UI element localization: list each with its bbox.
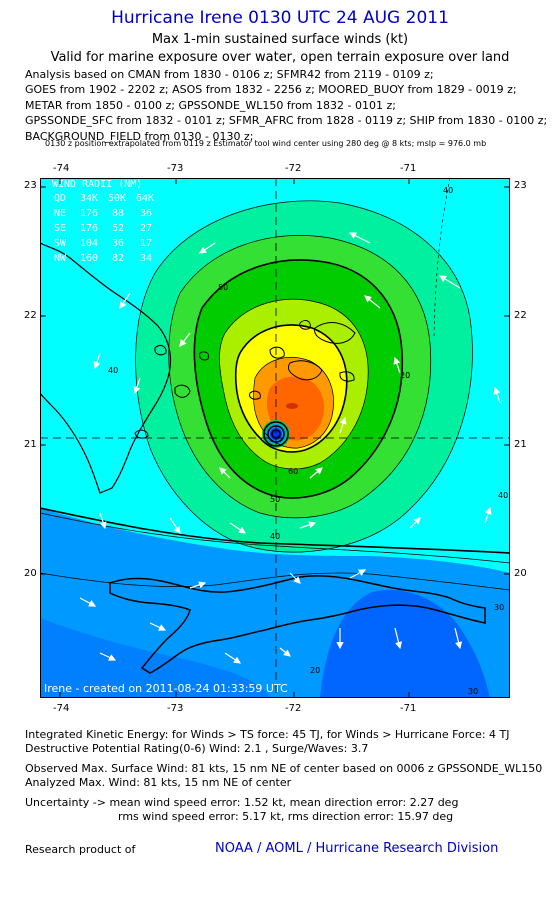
wind-radii-cell: 176	[80, 208, 98, 219]
position-note: 0130 z position extrapolated from 0119 z…	[45, 139, 487, 148]
validity-text: Valid for marine exposure over water, op…	[50, 50, 510, 65]
wind-radii-header-cell: 34K	[80, 193, 98, 204]
x-tick-label: -74	[53, 163, 70, 174]
cuba-coast	[40, 242, 172, 494]
dpr-stat: Destructive Potential Rating(0-6) Wind: …	[25, 742, 369, 755]
analysis-sources: Analysis based on CMAN from 1830 - 0106 …	[25, 67, 547, 144]
contour-label: 60	[288, 467, 298, 476]
uncertainty-rms: rms wind speed error: 5.17 kt, rms direc…	[118, 810, 454, 823]
contour-label: 30	[494, 603, 504, 612]
x-tick-label: -71	[400, 163, 417, 174]
contour-label: 40	[498, 491, 508, 500]
wind-field-map: WIND RADII (NM) QD 34K 50K 64K NE 176 88…	[40, 178, 510, 698]
y-tick-label: 23	[24, 180, 37, 191]
map-title: Hurricane Irene 0130 UTC 24 AUG 2011	[111, 8, 449, 28]
analysis-line: GPSSONDE_SFC from 1832 - 0101 z; SFMR_AF…	[25, 114, 548, 128]
contour-labels: 40 50 60 50 40 40 40 30 20 30 20	[108, 186, 508, 696]
wind-radii-cell: NW	[54, 253, 67, 264]
ike-stat: Integrated Kinetic Energy: for Winds > T…	[25, 728, 510, 741]
contour-label: 40	[443, 186, 453, 195]
bahamas-islands	[134, 320, 356, 439]
x-tick-label: -73	[167, 163, 184, 174]
wind-band-15	[40, 618, 270, 698]
wind-radii-cell: 104	[80, 238, 98, 249]
wind-arrows	[79, 232, 501, 664]
wind-radii-table: WIND RADII (NM) QD 34K 50K 64K NE 176 88…	[52, 179, 154, 264]
contour-label: 20	[400, 371, 410, 380]
x-tick-label: -74	[53, 703, 70, 714]
wind-radii-cell: 27	[140, 223, 152, 234]
wind-radii-cell: 52	[112, 223, 124, 234]
wind-radii-cell: NE	[54, 208, 66, 219]
wind-band-low	[320, 589, 490, 698]
y-tick-label: 22	[24, 310, 37, 321]
wind-radii-cell: 36	[140, 208, 152, 219]
analysis-line: METAR from 1850 - 0100 z; GPSSONDE_WL150…	[25, 98, 396, 112]
contour-label: 30	[468, 687, 478, 696]
y-tick-label: 21	[514, 439, 527, 450]
y-tick-label: 23	[514, 180, 527, 191]
wind-radii-cell: 176	[80, 223, 98, 234]
contour-label: 50	[270, 495, 280, 504]
map-frame	[40, 178, 510, 698]
contour-label: 40	[108, 366, 118, 375]
wind-radii-cell: 36	[112, 238, 124, 249]
analyzed-max-wind: Analyzed Max. Wind: 81 kts, 15 nm NE of …	[25, 776, 292, 789]
wind-radii-cell: 17	[140, 238, 152, 249]
map-footer: Irene - created on 2011-08-24 01:33:59 U…	[44, 682, 288, 695]
contour-label: 40	[270, 532, 280, 541]
contour-label: 20	[310, 666, 320, 675]
x-tick-label: -72	[285, 703, 302, 714]
wind-radii-cell: 34	[140, 253, 152, 264]
analysis-line: Analysis based on CMAN from 1830 - 0106 …	[25, 68, 434, 81]
observed-max-wind: Observed Max. Surface Wind: 81 kts, 15 n…	[25, 762, 543, 775]
analysis-line: BACKGROUND_FIELD from 0130 - 0130 z;	[25, 129, 254, 143]
research-product-label: Research product of	[25, 843, 136, 856]
x-tick-label: -73	[167, 703, 184, 714]
x-tick-label: -72	[285, 163, 302, 174]
wind-radii-cell: 88	[112, 208, 124, 219]
y-tick-label: 20	[514, 568, 527, 579]
contour-label: 50	[218, 283, 228, 292]
y-tick-label: 21	[24, 439, 37, 450]
wind-radii-header-cell: QD	[54, 193, 66, 204]
analysis-line: GOES from 1902 - 2202 z; ASOS from 1832 …	[25, 83, 517, 97]
wind-radii-cell: SE	[54, 223, 66, 234]
y-tick-label: 22	[514, 310, 527, 321]
uncertainty-mean: Uncertainty -> mean wind speed error: 1.…	[25, 796, 459, 809]
map-subtitle: Max 1-min sustained surface winds (kt)	[151, 32, 409, 47]
wind-radii-cell: SW	[54, 238, 67, 249]
x-tick-label: -71	[400, 703, 417, 714]
wind-radii-heading: WIND RADII (NM)	[52, 179, 142, 190]
wind-radii-cell: 160	[80, 253, 98, 264]
y-tick-label: 20	[24, 568, 37, 579]
wind-radii-header-cell: 64K	[136, 193, 154, 204]
wind-radii-cell: 82	[112, 253, 124, 264]
wind-radii-header-cell: 50K	[108, 193, 126, 204]
noaa-credit-link[interactable]: NOAA / AOML / Hurricane Research Divisio…	[215, 841, 499, 856]
